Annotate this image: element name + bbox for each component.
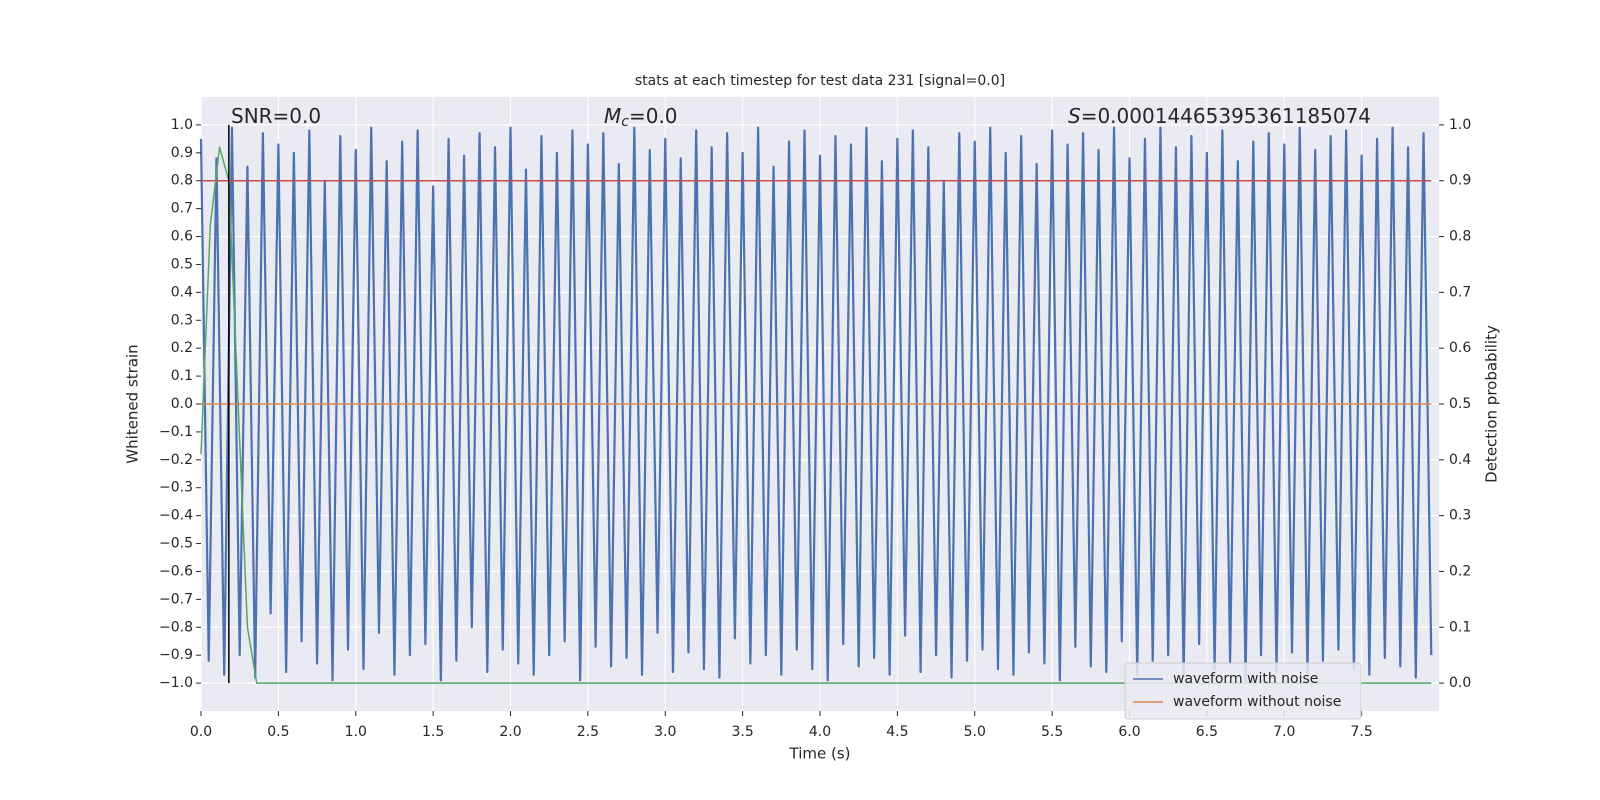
axes: 0.0 0.5 1.0 1.5 2.0 2.5 3.0 3.5 4.0 4.5 5.0 5.5 6.0 6… <box>159 117 1471 740</box>
x-tick-label: 6.5 <box>1196 724 1218 740</box>
legend: waveform with noise waveform without nois… <box>1124 662 1362 720</box>
x-tick-label: 1.5 <box>422 724 444 740</box>
marks <box>199 124 1433 684</box>
y2-tick-label: 0.0 <box>1449 675 1471 691</box>
y-tick-label: −0.4 <box>159 508 193 524</box>
y-tick-label: −0.6 <box>159 563 193 579</box>
y-tick-label: −0.3 <box>159 480 193 496</box>
y-tick-label: −0.5 <box>159 536 193 552</box>
y2-tick-label: 0.5 <box>1449 396 1471 412</box>
y-tick-label: 0.6 <box>171 229 193 245</box>
x-tick-label: 3.0 <box>654 724 676 740</box>
annotation: Mc=0.0 <box>604 104 678 131</box>
legend-box <box>1124 662 1362 720</box>
x-tick-label: 2.0 <box>499 724 521 740</box>
annotation-text: SNR=0.0 <box>231 104 321 128</box>
y-tick-label: 0.4 <box>171 284 193 300</box>
y-tick-label: 0.9 <box>171 145 193 161</box>
y-tick-label: 0.3 <box>171 312 193 328</box>
y2-tick-label: 0.7 <box>1449 284 1471 300</box>
annotation-text: c <box>621 114 629 130</box>
y-tick-label: 0.2 <box>171 340 193 356</box>
x-tick-label: 0.5 <box>267 724 289 740</box>
y2-tick-label: 0.1 <box>1449 619 1471 635</box>
x-axis-label: Time (s) <box>789 745 851 763</box>
x-tick-label: 2.5 <box>577 724 599 740</box>
y-axis-label: Whitened strain <box>124 344 142 463</box>
x-tick-label: 1.0 <box>345 724 367 740</box>
y-tick-label: −0.2 <box>159 452 193 468</box>
x-tick-label: 4.0 <box>809 724 831 740</box>
chart-title: stats at each timestep for test data 231… <box>635 73 1005 89</box>
legend-label: waveform without noise <box>1173 694 1341 710</box>
legend-label: waveform with noise <box>1173 671 1318 687</box>
y-tick-label: −0.1 <box>159 424 193 440</box>
y-tick-label: 0.8 <box>171 173 193 189</box>
y2-tick-label: 0.3 <box>1449 508 1471 524</box>
y-tick-label: 1.0 <box>171 117 193 133</box>
x-tick-label: 3.5 <box>731 724 753 740</box>
x-tick-label: 5.5 <box>1041 724 1063 740</box>
y2-tick-label: 1.0 <box>1449 117 1471 133</box>
y-tick-label: 0.0 <box>171 396 193 412</box>
x-tick-label: 5.0 <box>964 724 986 740</box>
y2-tick-label: 0.8 <box>1449 229 1471 245</box>
y-tick-label: −1.0 <box>159 675 193 691</box>
x-tick-label: 0.0 <box>190 724 212 740</box>
annotation-text: =0.00014465395361185074 <box>1081 104 1371 128</box>
annotation-text: =0.0 <box>629 104 678 128</box>
annotation-text: M <box>604 104 621 128</box>
y2-tick-label: 0.2 <box>1449 563 1471 579</box>
x-tick-label: 6.0 <box>1118 724 1140 740</box>
y2-tick-label: 0.4 <box>1449 452 1471 468</box>
y2-tick-label: 0.6 <box>1449 340 1471 356</box>
y-tick-label: −0.9 <box>159 647 193 663</box>
x-tick-label: 7.0 <box>1273 724 1295 740</box>
y-tick-label: 0.7 <box>171 201 193 217</box>
y-tick-label: −0.7 <box>159 591 193 607</box>
y2-tick-label: 0.9 <box>1449 173 1471 189</box>
annotation-text: S <box>1068 104 1081 128</box>
series-line <box>200 146 1432 684</box>
y-tick-label: 0.1 <box>171 368 193 384</box>
y-tick-label: 0.5 <box>171 256 193 272</box>
annotation: S=0.00014465395361185074 <box>1068 104 1371 128</box>
annotation: SNR=0.0 <box>231 104 321 128</box>
y-tick-label: −0.8 <box>159 619 193 635</box>
series-line <box>199 126 1433 682</box>
x-tick-label: 4.5 <box>886 724 908 740</box>
y2-axis-label: Detection probability <box>1483 325 1501 483</box>
x-tick-label: 7.5 <box>1350 724 1372 740</box>
